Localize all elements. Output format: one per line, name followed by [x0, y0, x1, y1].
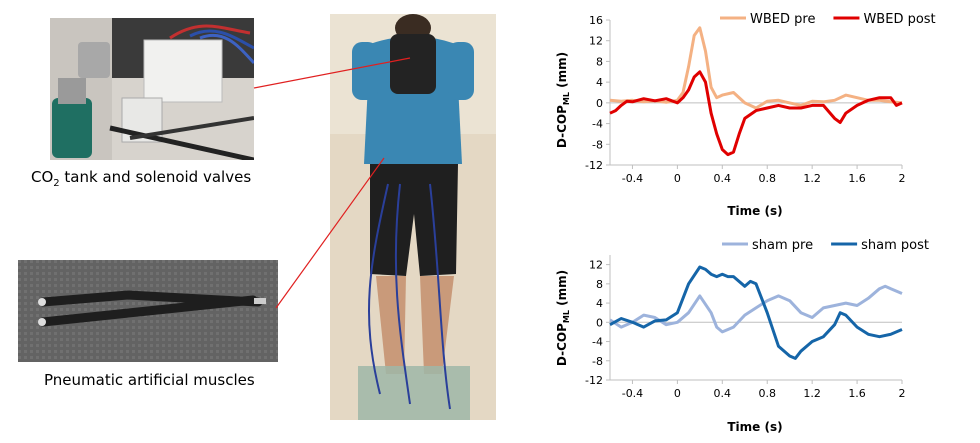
top-series-line-0	[609, 26, 903, 110]
top-x-tick-label: 1.6	[848, 172, 866, 185]
top-y-tick-label: 0	[596, 97, 603, 110]
top-y-tick-label: -12	[585, 159, 603, 172]
top-x-tick-label: 2	[899, 172, 906, 185]
bottom-x-tick-label: 1.6	[848, 387, 866, 400]
top-y-tick-label: 4	[596, 76, 603, 89]
top-x-tick-label: 0.4	[714, 172, 732, 185]
top-x-tick-label: 0.8	[758, 172, 776, 185]
top-y-axis-label: D-COPML (mm)	[555, 52, 571, 148]
top-y-tick-label: 16	[589, 14, 603, 27]
bottom-y-tick-label: 0	[596, 316, 603, 329]
bottom-x-tick-label: 0.4	[714, 387, 732, 400]
bottom-y-tick-label: 8	[596, 278, 603, 291]
top-x-tick-label: 1.2	[803, 172, 821, 185]
bottom-series-line-1	[609, 265, 903, 360]
bottom-y-tick-label: 12	[589, 259, 603, 272]
bottom-x-tick-label: 2	[899, 387, 906, 400]
top-x-tick-label: -0.4	[622, 172, 643, 185]
top-y-tick-label: -4	[592, 118, 603, 131]
valves-caption: CO2 tank and solenoid valves	[31, 168, 252, 189]
bottom-y-axis-label: D-COPML (mm)	[555, 270, 571, 366]
bottom-y-tick-label: -4	[592, 336, 603, 349]
top-x-tick-label: 0	[674, 172, 681, 185]
muscles-caption: Pneumatic artificial muscles	[44, 371, 255, 389]
pneumatic-muscles-photo	[18, 260, 278, 362]
bottom-x-tick-label: 0	[674, 387, 681, 400]
subject-photo	[330, 14, 496, 420]
bottom-legend-label-1: sham post	[861, 238, 929, 253]
bottom-x-tick-label: 1.2	[803, 387, 821, 400]
bottom-y-tick-label: 4	[596, 297, 603, 310]
bottom-series-line-0	[609, 284, 903, 334]
bottom-x-axis-label: Time (s)	[727, 420, 782, 434]
valves-connector	[253, 57, 411, 89]
co2-tank-valves-photo	[50, 18, 254, 160]
bottom-y-tick-label: -8	[592, 355, 603, 368]
top-x-axis-label: Time (s)	[727, 204, 782, 218]
top-series-line-1	[609, 70, 903, 157]
bottom-y-tick-label: -12	[585, 374, 603, 387]
top-y-tick-label: 8	[596, 55, 603, 68]
bottom-x-tick-label: 0.8	[758, 387, 776, 400]
wbed-chart: 16 12 8 4 0 -4 -8 -12 -0.4 0 0.4 0.8 1.2 1.6 2 Time (s…	[555, 12, 936, 218]
muscles-connector	[275, 157, 385, 309]
bottom-x-tick-label: -0.4	[622, 387, 643, 400]
top-legend-label-0: WBED pre	[750, 12, 815, 27]
top-legend-label-1: WBED post	[863, 12, 935, 27]
bottom-legend-label-0: sham pre	[752, 238, 813, 253]
top-y-tick-label: -8	[592, 138, 603, 151]
top-y-tick-label: 12	[589, 35, 603, 48]
